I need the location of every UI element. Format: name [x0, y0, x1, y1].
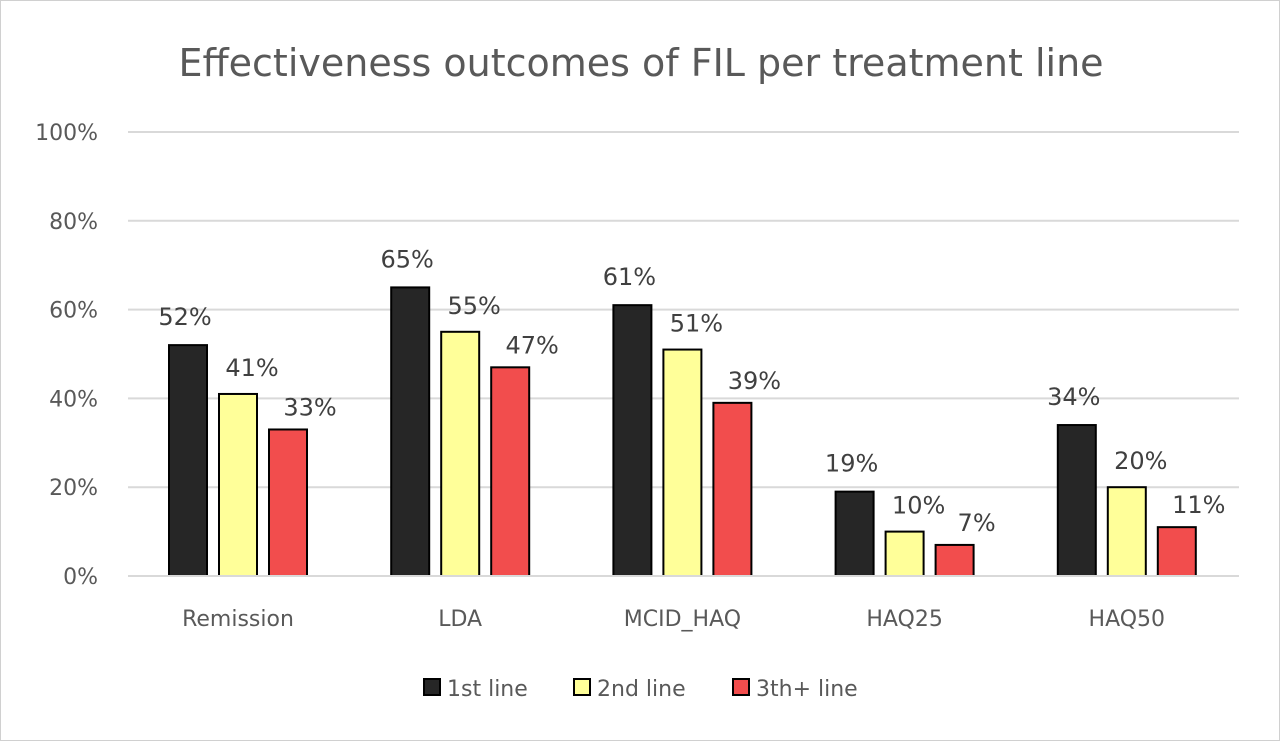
- y-tick-label: 0%: [63, 565, 98, 590]
- legend-label: 1st line: [447, 677, 528, 702]
- bar-3th-line-remission: [268, 428, 308, 578]
- y-tick-label: 80%: [49, 210, 98, 235]
- bar-3th-line-lda: [490, 366, 531, 577]
- bar-2nd-line-lda: [440, 330, 481, 577]
- bar-1st-line-lda: [390, 286, 431, 577]
- bar-3th-line-haq50: [1156, 526, 1197, 577]
- data-label: 19%: [825, 450, 878, 478]
- data-label: 55%: [448, 292, 501, 320]
- legend-swatch: [423, 678, 441, 696]
- data-label: 11%: [1172, 491, 1225, 519]
- bars: [168, 286, 1197, 578]
- data-label: 10%: [892, 492, 945, 520]
- x-axis: Remission LDA MCID_HAQ HAQ25 HAQ50: [128, 575, 1239, 632]
- y-tick-label: 20%: [49, 476, 98, 501]
- data-label: 33%: [283, 393, 336, 421]
- legend-label: 3th+ line: [756, 677, 858, 702]
- y-tick-label: 100%: [35, 121, 98, 146]
- legend-swatch: [732, 678, 750, 696]
- data-label: 7%: [958, 509, 996, 537]
- bar-3th-line-haq25: [934, 543, 975, 577]
- x-tick-label: HAQ50: [1089, 607, 1166, 632]
- x-tick-label: Remission: [182, 607, 294, 632]
- bar-2nd-line-remission: [218, 392, 258, 577]
- data-label: 34%: [1047, 383, 1100, 411]
- chart-title: Effectiveness outcomes of FIL per treatm…: [178, 41, 1103, 85]
- bar-1st-line-haq25: [834, 490, 875, 578]
- x-tick-label: LDA: [438, 607, 482, 632]
- bar-1st-line-remission: [168, 344, 208, 577]
- data-label: 47%: [506, 331, 559, 359]
- data-label: 20%: [1114, 447, 1167, 475]
- legend-label: 2nd line: [597, 677, 686, 702]
- bar-3th-line-mcid-haq: [712, 401, 753, 577]
- legend: 1st line 2nd line 3th+ line: [423, 677, 858, 702]
- y-tick-label: 40%: [49, 387, 98, 412]
- data-label: 52%: [158, 303, 211, 331]
- data-label: 51%: [670, 310, 723, 338]
- bar-1st-line-haq50: [1056, 424, 1097, 578]
- data-label: 41%: [225, 354, 278, 382]
- data-label: 39%: [728, 367, 781, 395]
- bar-1st-line-mcid-haq: [612, 304, 653, 577]
- x-tick-label: MCID_HAQ: [624, 607, 741, 632]
- data-labels: 52% 41%33% 65% 55%47% 61% 51% 39% 19% 10% 7% 34% 20…: [158, 245, 1225, 537]
- bar-2nd-line-haq25: [884, 530, 925, 577]
- x-tick-label: HAQ25: [866, 607, 943, 632]
- data-label: 65%: [381, 245, 434, 273]
- bar-2nd-line-haq50: [1106, 486, 1147, 578]
- bar-2nd-line-mcid-haq: [662, 348, 703, 577]
- y-tick-label: 60%: [49, 299, 98, 324]
- y-axis: 0% 20% 40% 60% 80% 100%: [35, 121, 98, 590]
- legend-swatch: [573, 678, 591, 696]
- data-label: 61%: [603, 263, 656, 291]
